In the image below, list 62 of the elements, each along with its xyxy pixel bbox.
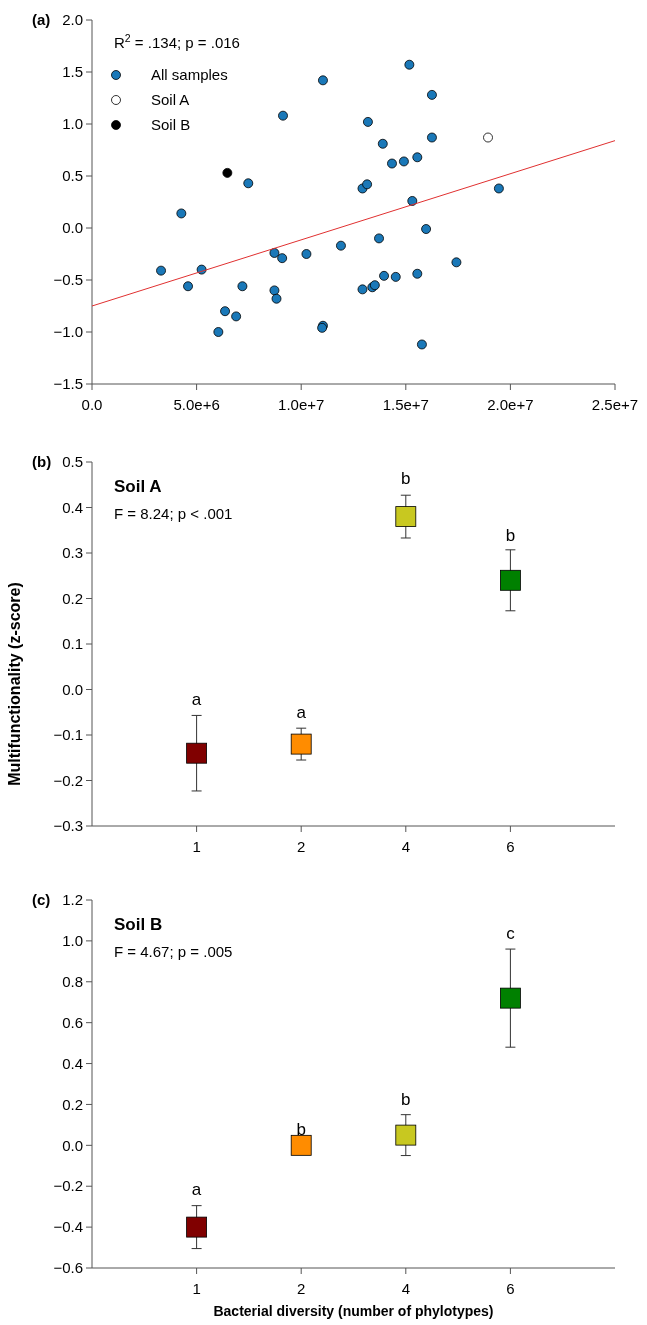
annotation: a [191, 1179, 202, 1199]
y-tick-label: −1.0 [53, 323, 83, 341]
x-tick-label: 6 [506, 838, 515, 855]
y-axis-title: Multifunctionality (z-score) [6, 582, 23, 786]
y-tick-label: 0.4 [62, 1054, 83, 1072]
y-tick-label: 1.2 [62, 891, 83, 909]
y-tick-label: −0.2 [53, 1177, 83, 1195]
annotation: b [505, 525, 516, 545]
y-tick-label: 0.0 [62, 1136, 83, 1154]
y-tick-label: 0.1 [62, 635, 83, 653]
annotation: b [401, 468, 411, 488]
annotation: a [296, 703, 307, 723]
text: Soil A [114, 477, 162, 496]
legend-label: All samples [151, 66, 228, 84]
annotation: F = 8.24; p < .001 [114, 505, 233, 522]
y-tick-label: −0.1 [53, 726, 83, 744]
y-tick-label: 0.4 [62, 498, 83, 516]
y-tick-label: 0.6 [62, 1013, 83, 1031]
x-tick-label: 2 [297, 1280, 306, 1297]
text: Soil B [114, 915, 163, 934]
x-tick-label: 2 [297, 838, 306, 855]
chart-title: (b) [32, 453, 52, 470]
annotation: F = 4.67; p = .005 [114, 943, 233, 960]
y-tick-label: 1.0 [62, 115, 83, 133]
y-tick-label: −0.3 [53, 817, 83, 835]
y-tick-label: 1.0 [62, 932, 83, 950]
y-tick-label: −0.4 [53, 1218, 83, 1236]
y-tick-label: 0.2 [62, 589, 83, 607]
chart-title: (c) [32, 891, 51, 908]
y-tick-label: −0.2 [53, 771, 83, 789]
y-tick-label: 0.5 [62, 167, 83, 185]
x-tick-label: 2.5e+7 [591, 396, 639, 413]
x-tick-label: 0.0 [81, 396, 103, 413]
y-tick-label: 0.5 [62, 453, 83, 471]
annotation: a [191, 690, 202, 710]
y-tick-label: 0.8 [62, 973, 83, 991]
y-tick-label: 2.0 [62, 11, 83, 29]
y-tick-label: 0.3 [62, 544, 83, 562]
annotation: R$^{2}$ = .134; p = .016 [114, 32, 240, 51]
x-tick-label: 4 [401, 1280, 410, 1297]
y-tick-label: 0.0 [62, 219, 83, 237]
legend-label: Soil A [151, 91, 190, 109]
x-tick-label: 1 [192, 1280, 201, 1297]
x-tick-label: 1.5e+7 [382, 396, 429, 413]
y-tick-label: 0.2 [62, 1095, 83, 1113]
x-tick-label: 1 [192, 838, 201, 855]
annotation: b [296, 1120, 306, 1140]
annotation: b [401, 1089, 411, 1109]
x-tick-label: 4 [401, 838, 410, 855]
y-tick-label: −1.5 [53, 375, 83, 393]
x-tick-label: 5.0e+6 [173, 396, 220, 413]
x-axis-title: Bacterial diversity (number of phylotypes) [213, 1303, 494, 1319]
x-tick-label: 1.0e+7 [278, 396, 325, 413]
x-tick-label: 2.0e+7 [487, 396, 534, 413]
chart-title: (a) [32, 11, 51, 28]
y-tick-label: −0.5 [53, 271, 83, 289]
y-tick-label: 1.5 [62, 63, 83, 81]
legend-label: Soil B [151, 116, 191, 134]
x-tick-label: 6 [506, 1280, 515, 1297]
annotation: c [506, 924, 516, 944]
y-tick-label: 0.0 [62, 680, 83, 698]
y-tick-label: −0.6 [53, 1259, 83, 1277]
